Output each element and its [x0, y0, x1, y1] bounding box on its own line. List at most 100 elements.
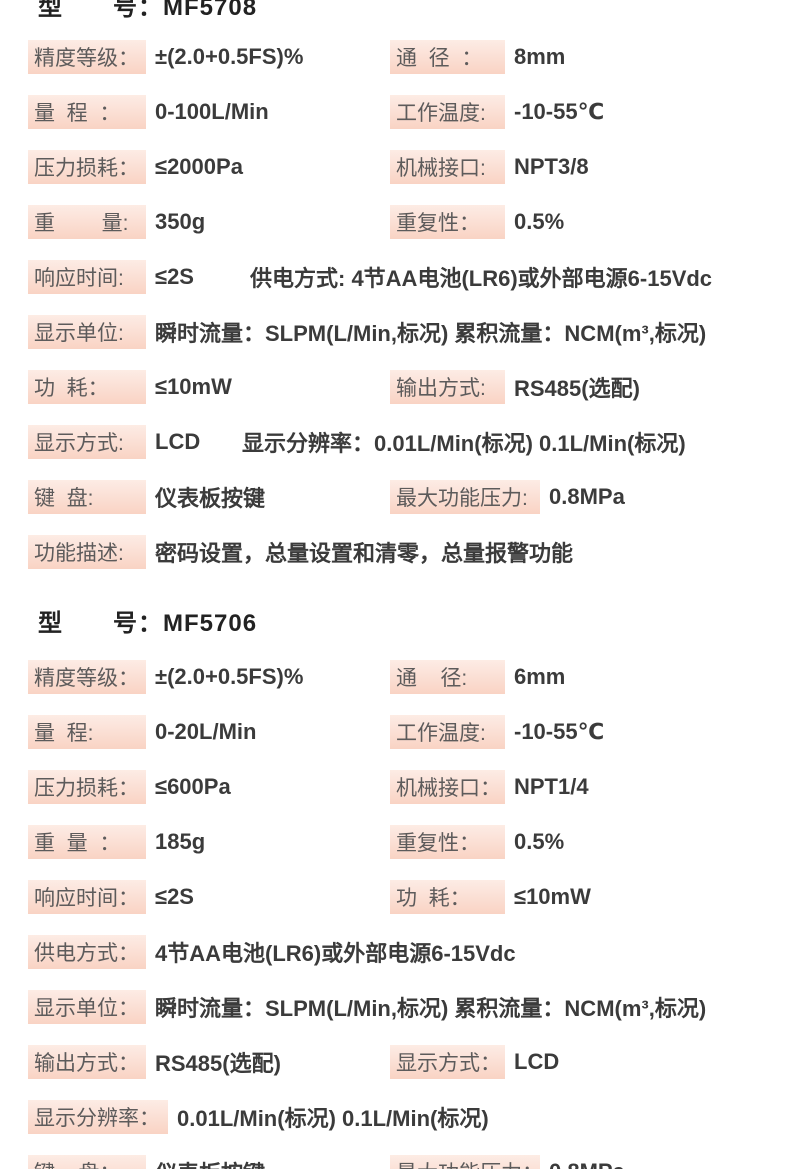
spec-pair-work-temp-2: 工作温度: -10-55℃	[390, 715, 604, 749]
spec-label-power-2: 功 耗：	[396, 887, 471, 910]
spec-label-keyboard-badge: 键 盘:	[28, 480, 146, 514]
spec-row: 键 盘: 仪表板按键 最大功能压力: 0.8MPa	[28, 480, 625, 514]
spec-label-range-badge: 量 程 ：	[28, 95, 146, 129]
spec-pair-pressure-loss: 压力损耗： ≤2000Pa	[28, 150, 390, 184]
spec-value-pressure-loss-2: ≤600Pa	[155, 774, 231, 799]
spec-pair-weight: 重 量: 350g	[28, 205, 390, 239]
spec-pair-keyboard-2: 键 盘： 仪表板按键	[28, 1155, 390, 1169]
spec-label-pressure-loss-2-badge: 压力损耗：	[28, 770, 146, 804]
spec-pair-resolution-2: 显示分辨率： 0.01L/Min(标况) 0.1L/Min(标况)	[28, 1100, 489, 1134]
spec-value-function-desc: 密码设置，总量设置和清零，总量报警功能	[155, 541, 574, 566]
spec-label-power-badge: 功 耗：	[28, 370, 146, 404]
spec-pair-output-2: 输出方式： RS485(选配)	[28, 1045, 390, 1079]
spec-row: 功 耗： ≤10mW 输出方式: RS485(选配)	[28, 370, 640, 404]
spec-label-repeatability-2: 重复性：	[396, 832, 480, 855]
spec-label-power-supply-2: 供电方式：	[34, 942, 139, 965]
spec-value-range: 0-100L/Min	[155, 99, 269, 124]
spec-row: 精度等级： ±(2.0+0.5FS)% 通 径: 6mm	[28, 660, 565, 694]
spec-label-resolution-2: 显示分辨率：	[34, 1107, 160, 1130]
spec-pair-display-mode: 显示方式: LCD	[28, 425, 242, 459]
spec-value-mech-interface-2: NPT1/4	[514, 774, 589, 799]
spec-label-max-pressure: 最大功能压力:	[396, 487, 528, 510]
spec-value-repeatability: 0.5%	[514, 209, 565, 234]
spec-value-work-temp-2: -10-55℃	[514, 719, 605, 744]
spec-label-accuracy-2: 精度等级：	[34, 667, 139, 690]
spec-label-pressure-loss-2: 压力损耗：	[34, 777, 139, 800]
spec-pair-work-temp: 工作温度: -10-55℃	[390, 95, 604, 129]
spec-value-accuracy-2: ±(2.0+0.5FS)%	[155, 664, 304, 689]
spec-label-display-unit-2-badge: 显示单位：	[28, 990, 146, 1024]
spec-value-repeatability-2: 0.5%	[514, 829, 565, 854]
spec-row: 重 量 ： 185g 重复性： 0.5%	[28, 825, 564, 859]
spec-value-diameter: 8mm	[514, 44, 566, 69]
spec-label-output-2-badge: 输出方式：	[28, 1045, 146, 1079]
spec-label-diameter: 通 径 ：	[396, 47, 483, 70]
spec-value-max-pressure: 0.8MPa	[549, 484, 625, 509]
spec-value-power-supply-2: 4节AA电池(LR6)或外部电源6-15Vdc	[155, 941, 516, 966]
spec-label-weight-2: 重 量 ：	[34, 832, 121, 855]
spec-label-diameter-badge: 通 径 ：	[390, 40, 505, 74]
spec-label-accuracy-2-badge: 精度等级：	[28, 660, 146, 694]
spec-value-output-2: RS485(选配)	[155, 1051, 281, 1076]
spec-label-response-time-2: 响应时间：	[34, 887, 139, 910]
spec-label-max-pressure-2-badge: 最大功能压力：	[390, 1155, 543, 1169]
spec-value-pressure-loss: ≤2000Pa	[155, 154, 243, 179]
spec-label-resolution-2-badge: 显示分辨率：	[28, 1100, 168, 1134]
spec-label-display-mode-2-badge: 显示方式：	[390, 1045, 505, 1079]
spec-label-power-2-badge: 功 耗：	[390, 880, 505, 914]
spec-label-display-mode-2: 显示方式：	[396, 1052, 501, 1075]
spec-label-work-temp-2-badge: 工作温度:	[390, 715, 505, 749]
spec-label-mech-interface-2-badge: 机械接口：	[390, 770, 505, 804]
spec-pair-function-desc: 功能描述: 密码设置，总量设置和清零，总量报警功能	[28, 535, 573, 569]
spec-label-repeatability: 重复性：	[396, 212, 480, 235]
spec-label-keyboard-2-badge: 键 盘：	[28, 1155, 146, 1169]
spec-row: 显示单位: 瞬时流量：SLPM(L/Min,标况) 累积流量：NCM(m³,标况…	[28, 315, 706, 349]
spec-label-display-unit-2: 显示单位：	[34, 997, 139, 1020]
spec-label-output-badge: 输出方式:	[390, 370, 505, 404]
spec-row: 显示单位： 瞬时流量：SLPM(L/Min,标况) 累积流量：NCM(m³,标况…	[28, 990, 706, 1024]
spec-pair-response-time-2: 响应时间： ≤2S	[28, 880, 390, 914]
spec-label-display-mode-badge: 显示方式:	[28, 425, 146, 459]
spec-value-range-2: 0-20L/Min	[155, 719, 257, 744]
spec-value-response-time: ≤2S	[155, 264, 194, 289]
spec-label-mech-interface: 机械接口:	[396, 157, 486, 180]
spec-label-accuracy-badge: 精度等级：	[28, 40, 146, 74]
spec-row: 压力损耗： ≤2000Pa 机械接口: NPT3/8	[28, 150, 589, 184]
spec-pair-keyboard: 键 盘: 仪表板按键	[28, 480, 390, 514]
spec-value-power: ≤10mW	[155, 374, 232, 399]
spec-value-max-pressure-2: 0.8MPa	[549, 1159, 625, 1169]
spec-row: 显示方式: LCD 显示分辨率：0.01L/Min(标况) 0.1L/Min(标…	[28, 425, 686, 459]
spec-label-repeatability-badge: 重复性：	[390, 205, 505, 239]
spec-label-power: 功 耗：	[34, 377, 109, 400]
spec-row: 量 程: 0-20L/Min 工作温度: -10-55℃	[28, 715, 604, 749]
spec-label-range: 量 程 ：	[34, 102, 121, 125]
spec-value-keyboard-2: 仪表板按键	[155, 1156, 265, 1169]
spec-label-work-temp-badge: 工作温度:	[390, 95, 505, 129]
spec-pair-diameter-2: 通 径: 6mm	[390, 660, 565, 694]
spec-label-repeatability-2-badge: 重复性：	[390, 825, 505, 859]
spec-row: 压力损耗： ≤600Pa 机械接口： NPT1/4	[28, 770, 589, 804]
spec-label-pressure-loss: 压力损耗：	[34, 157, 139, 180]
spec-value-accuracy: ±(2.0+0.5FS)%	[155, 44, 304, 69]
spec-label-mech-interface-badge: 机械接口:	[390, 150, 505, 184]
spec-value-keyboard: 仪表板按键	[155, 486, 266, 511]
spec-row: 精度等级： ±(2.0+0.5FS)% 通 径 ： 8mm	[28, 40, 565, 74]
spec-pair-mech-interface: 机械接口: NPT3/8	[390, 150, 589, 184]
spec-label-range-2-badge: 量 程:	[28, 715, 146, 749]
spec-row: 键 盘： 仪表板按键 最大功能压力： 0.8MPa	[28, 1155, 625, 1169]
spec-row: 输出方式： RS485(选配) 显示方式： LCD	[28, 1045, 559, 1079]
spec-pair-range-2: 量 程: 0-20L/Min	[28, 715, 390, 749]
spec-row: 响应时间： ≤2S 功 耗： ≤10mW	[28, 880, 591, 914]
spec-label-range-2: 量 程:	[34, 722, 94, 745]
spec-pair-display-mode-2: 显示方式： LCD	[390, 1045, 559, 1079]
spec-pair-max-pressure: 最大功能压力: 0.8MPa	[390, 480, 625, 514]
spec-label-response-time-badge: 响应时间:	[28, 260, 146, 294]
spec-pair-accuracy-2: 精度等级： ±(2.0+0.5FS)%	[28, 660, 390, 694]
spec-value-response-time-2: ≤2S	[155, 884, 194, 909]
spec-pair-response-time: 响应时间: ≤2S	[28, 260, 250, 294]
spec-value-diameter-2: 6mm	[514, 664, 566, 689]
spec-label-power-supply-2-badge: 供电方式：	[28, 935, 146, 969]
spec-label-keyboard-2: 键 盘：	[34, 1157, 120, 1169]
spec-value-mech-interface: NPT3/8	[514, 154, 589, 179]
spec-value-weight-2: 185g	[155, 829, 206, 854]
